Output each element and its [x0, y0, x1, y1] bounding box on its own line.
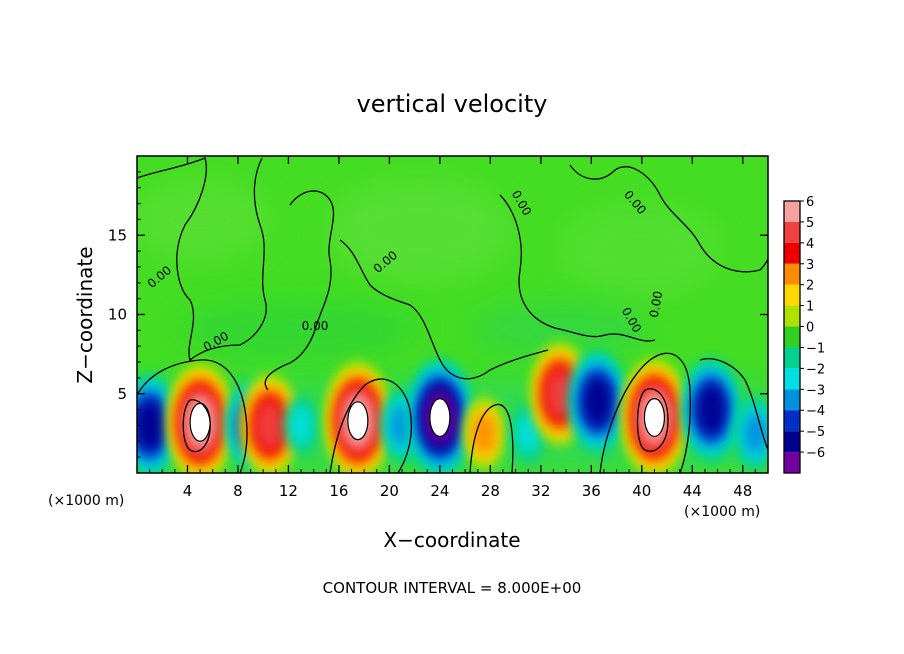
- velocity-cell: [284, 396, 318, 455]
- colorbar-label: −6: [806, 446, 825, 461]
- velocity-cell: [324, 361, 392, 473]
- x-tick-label: 44: [683, 482, 702, 500]
- colorbar-label: −1: [806, 341, 825, 356]
- velocity-cell: [621, 358, 688, 473]
- x-tick-label: 28: [481, 482, 500, 500]
- x-tick-label: 32: [531, 482, 550, 500]
- colorbar: 6 5 4 3 2 1 0 −1 −2 −3 −4 −5 −6: [783, 195, 825, 474]
- colorbar-label: 0: [806, 321, 814, 336]
- x-tick-label: 20: [380, 482, 399, 500]
- velocity-cell: [463, 396, 505, 470]
- y-tick-label: 10: [108, 306, 127, 324]
- colorbar-label: −5: [806, 425, 825, 440]
- x-tick-label: 8: [233, 482, 243, 500]
- contour-line: [137, 157, 267, 362]
- contour-line: [329, 378, 412, 473]
- velocity-cell: [166, 363, 234, 473]
- colorbar-label: 2: [806, 279, 814, 294]
- colorbar-label: 5: [806, 216, 814, 231]
- colorbar-label: −4: [806, 404, 825, 419]
- colorbar-frame: [783, 200, 801, 474]
- colorbar-swatch: [784, 326, 800, 348]
- colorbar-label: 1: [806, 300, 814, 315]
- colorbar-label: 4: [806, 237, 814, 252]
- contour-line: [264, 190, 335, 391]
- contour-line: [599, 352, 691, 473]
- y-tick-label: 5: [117, 385, 127, 403]
- colorbar-label: 6: [806, 195, 814, 210]
- contour-line: [636, 388, 669, 452]
- contour-value-label: 0.00: [302, 319, 329, 333]
- contour-line: [137, 359, 248, 473]
- chart-title: vertical velocity: [357, 90, 548, 118]
- colorbar-swatch: [784, 431, 800, 453]
- colorbar-swatch: [784, 410, 800, 432]
- x-unit-label-right: (×1000 m): [684, 504, 760, 520]
- colorbar-swatch: [784, 389, 800, 411]
- contour-line: [182, 399, 211, 453]
- contour-line: [699, 358, 768, 451]
- colorbar-label: −3: [806, 383, 825, 398]
- colorbar-swatch: [784, 368, 800, 390]
- velocity-cell: [568, 350, 627, 454]
- colorbar-swatch: [784, 305, 800, 327]
- velocity-cell: [406, 358, 474, 473]
- x-tick-label: 24: [430, 482, 449, 500]
- zero-contour-lines: [137, 157, 768, 473]
- colorbar-label: 3: [806, 258, 814, 273]
- x-axis-title: X−coordinate: [383, 528, 520, 552]
- colorbar-label: −2: [806, 362, 825, 377]
- contour-value-label: 0.00: [647, 290, 665, 319]
- contour-line: [339, 239, 549, 380]
- velocity-cell: [240, 373, 299, 473]
- colorbar-swatch: [784, 201, 800, 222]
- velocity-cell: [734, 396, 768, 470]
- colorbar-swatch: [784, 263, 800, 285]
- colorbar-swatch: [784, 221, 800, 243]
- contour-line: [569, 164, 768, 273]
- velocity-cell: [682, 358, 741, 462]
- x-tick-label: 40: [632, 482, 651, 500]
- colorbar-swatch: [784, 242, 800, 264]
- contour-line: [469, 403, 514, 473]
- contour-line: [499, 194, 656, 342]
- x-axis: 4 8 12 16 20 24 28 32 36 40 44 48: [149, 156, 756, 500]
- x-tick-label: 4: [183, 482, 193, 500]
- contour-interval-note: CONTOUR INTERVAL = 8.000E+00: [323, 579, 582, 597]
- x-unit-label-left: (×1000 m): [48, 493, 124, 509]
- colorbar-swatch: [784, 347, 800, 369]
- y-axis: 5 10 15: [108, 171, 768, 458]
- x-tick-label: 36: [582, 482, 601, 500]
- velocity-cells: [137, 342, 768, 473]
- y-axis-title: Z−coordinate: [73, 246, 97, 383]
- velocity-cell: [137, 373, 179, 473]
- colorbar-swatch: [784, 284, 800, 306]
- y-tick-label: 15: [108, 226, 127, 244]
- x-tick-label: 48: [733, 482, 752, 500]
- x-tick-label: 16: [329, 482, 348, 500]
- x-tick-label: 12: [279, 482, 298, 500]
- colorbar-swatch: [784, 452, 800, 473]
